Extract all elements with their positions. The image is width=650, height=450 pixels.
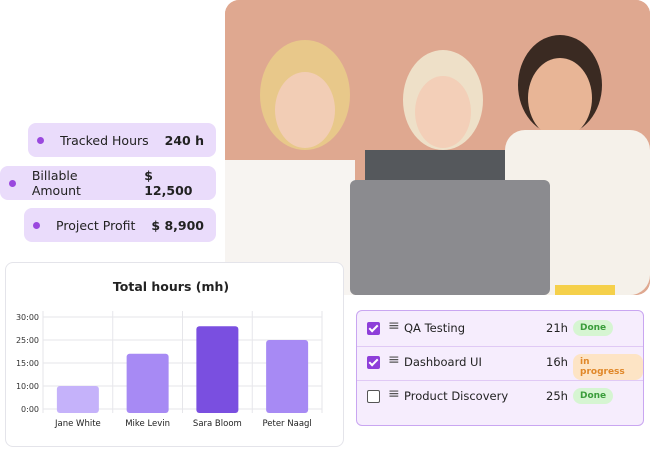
chart-title: Total hours (mh)	[113, 279, 229, 294]
row-divider	[357, 380, 643, 381]
bar	[56, 386, 99, 413]
task-hours: 25h	[546, 389, 568, 403]
status-badge: in progress	[573, 354, 643, 380]
task-row: ≡ Dashboard UI 16h in progress	[357, 347, 643, 380]
status-badge: Done	[573, 320, 614, 336]
task-name: Product Discovery	[404, 389, 509, 403]
x-tick-label: Jane White	[54, 419, 101, 429]
task-name: QA Testing	[404, 321, 466, 335]
metric-pill: Project Profit $ 8,900	[24, 208, 216, 242]
checkbox[interactable]	[367, 390, 380, 403]
checkbox[interactable]	[367, 356, 380, 369]
status-badge: Done	[573, 388, 614, 404]
metric-pill: Tracked Hours 240 h	[28, 123, 216, 157]
bar	[126, 353, 169, 413]
x-tick-label: Mike Levin	[125, 419, 170, 429]
x-tick-label: Peter Naagl	[262, 419, 311, 429]
checkbox[interactable]	[367, 322, 380, 335]
metric-label: Billable Amount	[31, 168, 81, 198]
metric-label: Project Profit	[56, 217, 136, 233]
task-hours: 16h	[546, 355, 568, 369]
metric-value: $ 8,900	[151, 217, 204, 233]
photo-illustration	[225, 0, 650, 295]
bullet	[9, 179, 16, 187]
team-photo	[225, 0, 650, 295]
bar	[266, 340, 309, 413]
metric-pill: Billable Amount $ 12,500	[0, 166, 216, 200]
metric-value: $ 12,500	[144, 168, 193, 198]
task-list: ≡ QA Testing 21h Done ≡ Dashboard UI 16h in pro…	[356, 310, 644, 426]
y-tick-label: 0:00	[21, 405, 39, 414]
chart-card: Total hours (mh) 0:00 10:00 15:00 25:00 30:0…	[5, 262, 344, 447]
metric-value: 240 h	[164, 132, 204, 148]
chart: Total hours (mh) 0:00 10:00 15:00 25:00 30:0…	[16, 279, 323, 429]
task-row: ≡ Product Discovery 25h Done	[357, 381, 643, 411]
task-hours: 21h	[546, 321, 568, 335]
drag-handle: ≡	[388, 386, 400, 402]
metric-label: Tracked Hours	[60, 132, 149, 148]
y-tick-label: 15:00	[16, 359, 39, 368]
task-row: ≡ QA Testing 21h Done	[357, 313, 643, 343]
row-divider	[357, 346, 643, 347]
y-tick-label: 30:00	[16, 313, 39, 322]
x-tick-label: Sara Bloom	[193, 419, 242, 429]
bullet	[33, 221, 41, 229]
drag-handle: ≡	[388, 352, 400, 368]
y-tick-label: 10:00	[16, 382, 39, 391]
bullet	[37, 136, 45, 144]
task-name: Dashboard UI	[404, 355, 482, 369]
y-tick-label: 25:00	[16, 336, 39, 345]
bar	[196, 326, 239, 413]
drag-handle: ≡	[388, 318, 400, 334]
